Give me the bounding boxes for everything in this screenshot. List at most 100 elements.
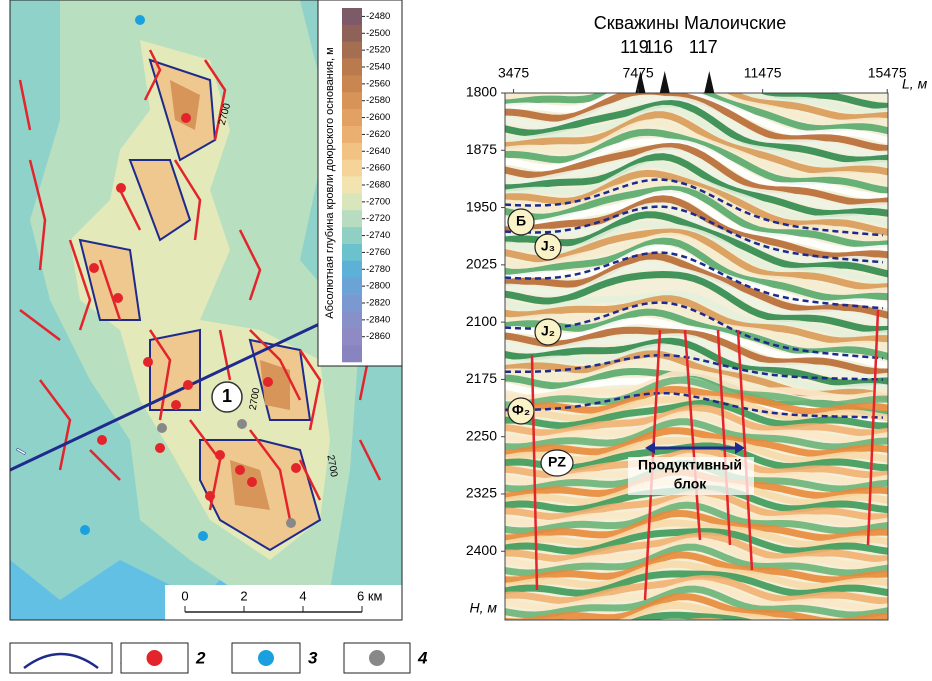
color-band — [342, 92, 362, 110]
seismic-reflector — [505, 579, 888, 612]
colorbar-tick-label: -2580 — [366, 95, 390, 106]
seismic-reflector — [505, 138, 888, 201]
contour-label: 2700 — [248, 387, 263, 411]
color-band — [342, 294, 362, 312]
seismic-reflector — [495, 626, 895, 650]
y-tick-label: 1800 — [466, 84, 497, 100]
layer-marker — [540, 449, 574, 477]
fault — [866, 309, 880, 546]
color-band — [342, 24, 362, 43]
scale-box — [165, 585, 402, 620]
seismic-reflector — [505, 202, 888, 268]
x-tick-label: 15475 — [868, 65, 907, 81]
horizon — [505, 205, 884, 264]
layer-label: J₃ — [541, 238, 555, 254]
seismic-reflector — [495, 656, 895, 676]
seismic-reflector — [505, 326, 888, 376]
seismic-reflector — [495, 631, 895, 657]
seismic-reflector — [759, 93, 888, 110]
y-tick-label: 2025 — [466, 256, 497, 272]
fault — [716, 329, 732, 546]
seismic-reflector — [505, 317, 888, 370]
seismic-reflector — [505, 93, 888, 145]
seismic-reflector — [505, 93, 888, 127]
color-band — [342, 109, 362, 127]
color-band — [342, 41, 362, 59]
color-band — [342, 159, 362, 177]
object-marker — [211, 381, 243, 413]
seismic-reflector — [505, 501, 888, 535]
seismic-reflector — [505, 543, 888, 577]
seismic-reflector — [505, 494, 888, 528]
seismic-reflector — [505, 295, 888, 345]
color-band — [342, 210, 362, 228]
block-label: блок — [674, 476, 708, 492]
seismic-reflector — [629, 611, 754, 620]
seismic-reflector — [505, 368, 888, 402]
y-tick-label: 2100 — [466, 313, 497, 329]
horizon — [505, 301, 884, 360]
legend-label: 4 — [417, 648, 428, 667]
colorbar-tick-label: -2720 — [366, 213, 390, 224]
layer-label: J₂ — [541, 323, 555, 339]
x-tick-label: 11475 — [744, 65, 782, 81]
colorbar-tick-label: -2780 — [366, 264, 390, 275]
seismic-reflector — [505, 519, 888, 549]
seismic-reflector — [505, 252, 888, 319]
colorbar-tick-label: -2740 — [366, 230, 390, 241]
seismic-reflector — [505, 160, 888, 227]
color-band — [342, 260, 362, 279]
colorbar-tick-label: -2700 — [366, 196, 390, 207]
legend-symbol — [258, 650, 274, 666]
color-band — [342, 244, 362, 262]
y-tick-label: 2400 — [466, 542, 497, 558]
seismic-reflector — [505, 111, 888, 176]
colorbar-tick-label: -2660 — [366, 163, 390, 174]
x-tick-label: 7475 — [623, 65, 654, 81]
seismic-reflector — [505, 211, 888, 278]
layer-marker — [534, 318, 562, 346]
seismic-image — [495, 93, 895, 676]
color-band — [342, 176, 362, 194]
seismic-reflector — [505, 570, 888, 597]
scale-label: 6 км — [357, 588, 383, 603]
legend-symbol — [369, 650, 385, 666]
legend-symbol — [146, 650, 163, 666]
y-axis-label: H, м — [470, 600, 498, 616]
color-band — [342, 126, 362, 144]
section-title: Скважины Малоичские — [594, 13, 787, 33]
layer-label: Ф₂ — [512, 402, 530, 418]
seismic-reflector — [505, 528, 888, 555]
colorbar-tick-label: -2560 — [366, 78, 390, 89]
seismic-reflector — [505, 95, 888, 158]
seismic-reflector — [495, 664, 895, 676]
horizon — [505, 251, 884, 310]
colorbar-tick-label: -2840 — [366, 314, 390, 325]
color-band — [342, 75, 362, 93]
section-frame — [504, 92, 889, 621]
colorbar-tick-label: -2600 — [366, 112, 390, 123]
horizon — [505, 391, 884, 419]
layer-marker — [507, 208, 535, 236]
seismic-reflector — [505, 333, 888, 382]
seismic-reflector — [505, 418, 888, 451]
seismic-reflector — [505, 119, 888, 186]
seismic-reflector — [505, 427, 888, 458]
scale-label: 2 — [240, 588, 247, 603]
layer-marker — [534, 233, 562, 261]
seismic-reflector — [505, 575, 888, 605]
color-band — [342, 142, 362, 161]
color-band — [342, 227, 362, 245]
colorbar-tick-label: -2480 — [366, 11, 390, 22]
colorbar-tick-label: -2540 — [366, 62, 390, 73]
legend-label: 3 — [308, 648, 318, 667]
x-axis-label: L, м — [902, 76, 928, 92]
seismic-reflector — [505, 93, 888, 135]
colorbar-title: Абсолютная глубина кровли доюрского осно… — [324, 47, 336, 318]
seismic-reflector — [505, 343, 888, 393]
seismic-reflector — [505, 237, 888, 302]
seismic-reflector — [505, 509, 888, 542]
colorbar-tick-label: -2760 — [366, 247, 390, 258]
color-band — [342, 58, 362, 76]
seismic-reflector — [505, 593, 888, 620]
